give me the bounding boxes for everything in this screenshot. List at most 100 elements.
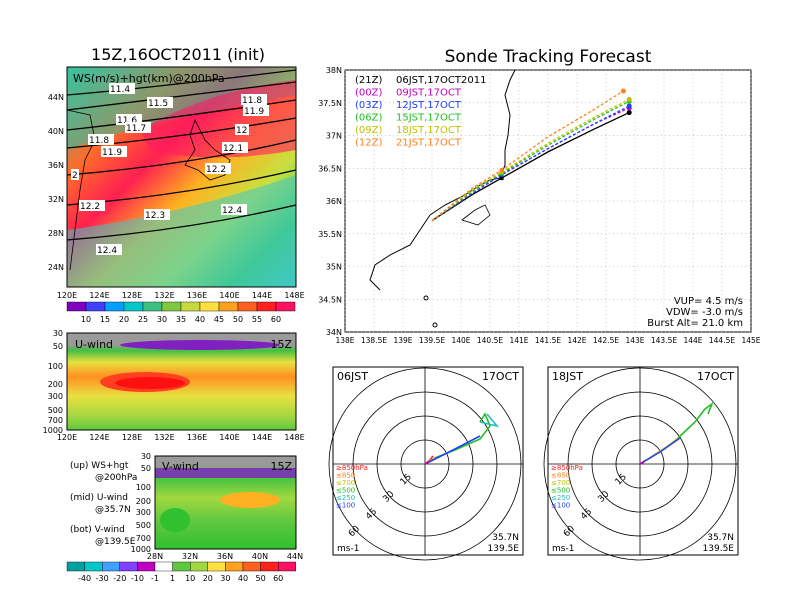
track-param: VUP= 4.5 m/s [674, 296, 743, 307]
ws-contour-label-box [96, 244, 122, 255]
track-legend-text: 06JST,17OCT2011 [396, 75, 486, 86]
v-colorbar-swatch [84, 561, 103, 572]
ws-lat-tick-label: 24N [48, 263, 64, 272]
v-colorbar-swatch [172, 561, 191, 572]
v-colorbar-label: -10 [131, 574, 144, 583]
track-legend-text: 21JST,17OCT [396, 138, 462, 149]
ws-colorbar-swatch [256, 301, 277, 312]
ws-contour-label: 11.5 [148, 99, 168, 109]
note-up2: @200hPa [95, 473, 137, 483]
ws-lat-tick-label: 36N [48, 161, 64, 170]
track-series-line [431, 98, 630, 222]
v-lat-tick: 36N [217, 552, 233, 561]
hodograph-trace [639, 437, 681, 465]
china-coast [66, 109, 96, 271]
hodograph-trace [424, 461, 430, 465]
hodograph-time: 18JST [552, 370, 583, 383]
track-lon-tick: 143.5E [651, 336, 677, 345]
ws-contour-label: 12.2 [80, 202, 100, 212]
v-wind-panel: V-wind 15Z 30 50 100 200 300 500 700 1000 28N 32… [131, 452, 303, 561]
track-lon-tick: 145E [741, 336, 760, 345]
ws-contour-label-box [88, 134, 114, 145]
ws-lon-tick-group: 120E 124E 128E 132E 136E 140E 144E 148E [57, 291, 305, 300]
track-lon-tick: 142E [567, 336, 586, 345]
track-lat-tick: 35N [326, 263, 342, 272]
ws-colorbar-label: 45 [214, 315, 224, 324]
v-lat-tick: 44N [287, 552, 303, 561]
ws-contour-label: 12.2 [206, 165, 226, 175]
v-colorbar-label: 50 [256, 574, 266, 583]
v-colorbar-label: 20 [203, 574, 213, 583]
ws-colorbar-swatch [218, 301, 239, 312]
hodograph-level: ≤700 [551, 479, 570, 487]
ws-lon-tick-label: 144E [252, 291, 272, 300]
u-lon-tick: 140E [219, 433, 239, 442]
ws-lat-tick-label: 28N [48, 229, 64, 238]
hodograph-level: ≤500 [336, 487, 355, 495]
ws-lat-tick-label: 32N [48, 195, 64, 204]
v-colorbar-swatch [101, 561, 120, 572]
ws-contour-label-box [71, 169, 79, 180]
v-colorbar-swatch [242, 561, 261, 572]
track-landing-point [626, 103, 632, 109]
note-bot: (bot) V-wind [70, 525, 125, 535]
track-lat-ticks: 38N 37.5N 37N 36.5N 36N 35.5N 35N 34.5N 34N [318, 66, 342, 337]
ws-map-label: WS(m/s)+hgt(km)@200hPa [73, 72, 225, 85]
track-lat-tick: 38N [326, 66, 342, 75]
v-pressure-tick: 100 [136, 483, 151, 492]
hodograph-trace [639, 461, 645, 465]
ws-contour-label: 11.9 [244, 107, 264, 117]
hodograph-level: ≥850hPa [336, 464, 368, 472]
track-lat-tick: 34.5N [318, 295, 342, 304]
track-burst-point [499, 176, 504, 181]
v-lat-tick: 40N [252, 552, 268, 561]
ws-contour-label-box [221, 204, 247, 215]
ws-contour-label: 11.8 [242, 96, 262, 106]
ws-lon-tick-label: 140E [219, 291, 239, 300]
track-lon-tick: 142.5E [593, 336, 619, 345]
track-legend-code: (03Z) [355, 100, 382, 111]
ws-contour-label: 12 [236, 126, 247, 136]
boso-coastline [461, 204, 491, 226]
v-colorbar-label: 1 [170, 574, 175, 583]
v-colorbar-swatch [278, 561, 297, 572]
hodograph-lon: 139.5E [488, 544, 520, 554]
v-pressure-tick: 500 [136, 521, 151, 530]
v-colorbar-label: 60 [273, 574, 283, 583]
v-wind-pressure-ticks: 30 50 100 200 300 500 700 1000 [131, 452, 151, 554]
v-pressure-tick: 1000 [131, 545, 151, 554]
ws-lon-tick-label: 120E [57, 291, 77, 300]
ws-colorbar: 10 15 20 25 30 35 40 45 50 55 60 [66, 301, 296, 324]
u-lon-tick: 132E [154, 433, 174, 442]
v-colorbar-swatch [260, 561, 279, 572]
ws-lon-tick-label: 136E [187, 291, 207, 300]
v-wind-positive-max [220, 492, 280, 508]
note-mid: (mid) U-wind [70, 493, 128, 503]
note-mid2: @35.7N [95, 505, 131, 515]
hodograph-level: ≤700 [336, 479, 355, 487]
track-series-group [431, 88, 632, 222]
ws-colorbar-label: 60 [271, 315, 281, 324]
v-colorbar-swatch [119, 561, 138, 572]
track-lat-tick: 36N [326, 197, 342, 206]
ws-contour-label: 11.7 [126, 124, 146, 134]
track-landing-point [626, 96, 632, 102]
track-legend-text: 15JST,17OCT [396, 113, 462, 124]
ws-contour-label-box [79, 200, 105, 211]
u-lon-tick: 124E [89, 433, 109, 442]
ws-colorbar-swatch [180, 301, 201, 312]
u-wind-lon-ticks: 120E 124E 128E 132E 136E 140E 144E 148E [57, 433, 305, 442]
ws-contour-label-box [222, 142, 248, 153]
track-landing-point [626, 110, 632, 116]
v-wind-green-cell [160, 508, 190, 532]
track-lat-tick: 37N [326, 132, 342, 141]
v-colorbar-swatch [154, 561, 173, 572]
track-lat-tick: 36.5N [318, 164, 342, 173]
v-colorbar-swatch [66, 561, 85, 572]
track-lon-ticks: 138E 138.5E 139E 139.5E 140E 140.5E 141E 141.5E… [335, 336, 760, 345]
v-wind-frame [154, 455, 297, 550]
ws-contour-label-box [109, 83, 135, 94]
japan-outline [184, 118, 231, 181]
